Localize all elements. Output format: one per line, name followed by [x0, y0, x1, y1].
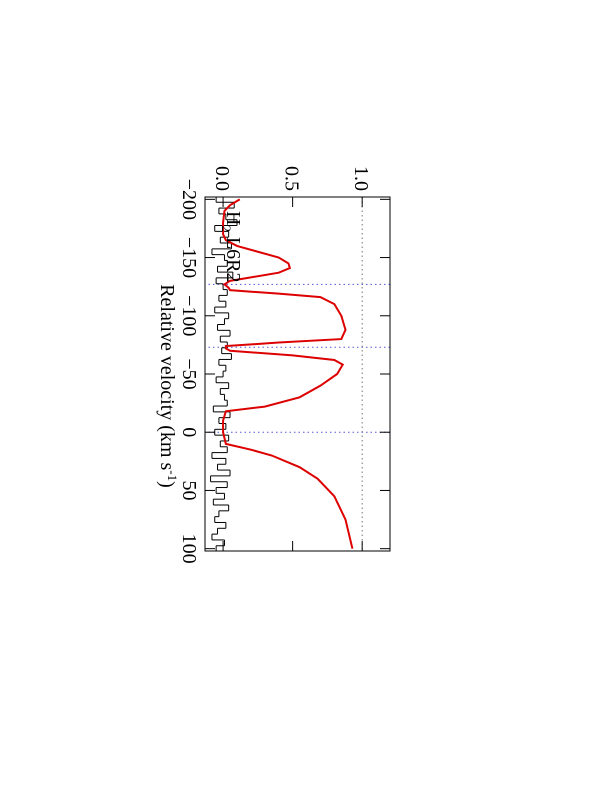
line-label-sub: 2 [219, 225, 234, 232]
x-tick-label: 0 [178, 427, 200, 437]
x-axis-label: Relative velocity (km s-1) [156, 284, 180, 488]
line-label: H2 L6R2 [219, 211, 244, 283]
y-tick-label: 1.0 [350, 166, 372, 191]
x-tick-label: −50 [178, 358, 200, 389]
y-tick-label: 0.5 [281, 166, 303, 191]
x-axis-label-text: Relative velocity (km s [156, 284, 178, 470]
x-tick-label: −200 [178, 179, 200, 220]
line-label-main: H [222, 211, 244, 225]
x-axis-label-sup: -1 [165, 470, 180, 481]
model-line [222, 198, 354, 549]
x-axis-label-end: ) [156, 481, 178, 488]
line-label-rest: L6R2 [222, 232, 244, 283]
x-tick-label: 100 [178, 534, 200, 564]
y-tick-label: 0.0 [211, 166, 233, 191]
x-tick-label: −100 [178, 295, 200, 336]
rotated-plot: −200 −150 −100 −50 0 50 100 0.0 0.5 1.0 Relative v… [156, 166, 391, 564]
x-tick-label: 50 [178, 480, 200, 500]
x-tick-label: −150 [178, 237, 200, 278]
